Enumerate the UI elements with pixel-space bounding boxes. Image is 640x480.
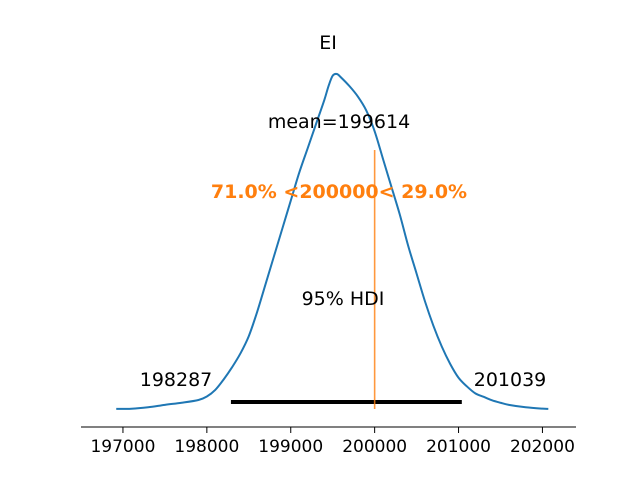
reference-label: 71.0% <200000< 29.0% — [211, 181, 467, 203]
x-tick-label: 202000 — [510, 437, 575, 457]
x-tick-label: 198000 — [174, 437, 239, 457]
hdi-low-label: 198287 — [140, 369, 213, 391]
hdi-label: 95% HDI — [302, 288, 385, 310]
chart-title: EI — [319, 32, 337, 54]
mean-label: mean=199614 — [268, 111, 410, 133]
x-axis: 197000 198000 199000 200000 201000 202000 — [81, 426, 576, 457]
x-tick-label: 201000 — [426, 437, 491, 457]
x-tick-label: 200000 — [342, 437, 407, 457]
x-tick-label: 199000 — [258, 437, 323, 457]
plot-marks — [116, 72, 549, 410]
x-tick-label: 197000 — [90, 437, 155, 457]
hdi-high-label: 201039 — [474, 369, 547, 391]
density-line — [116, 72, 549, 410]
